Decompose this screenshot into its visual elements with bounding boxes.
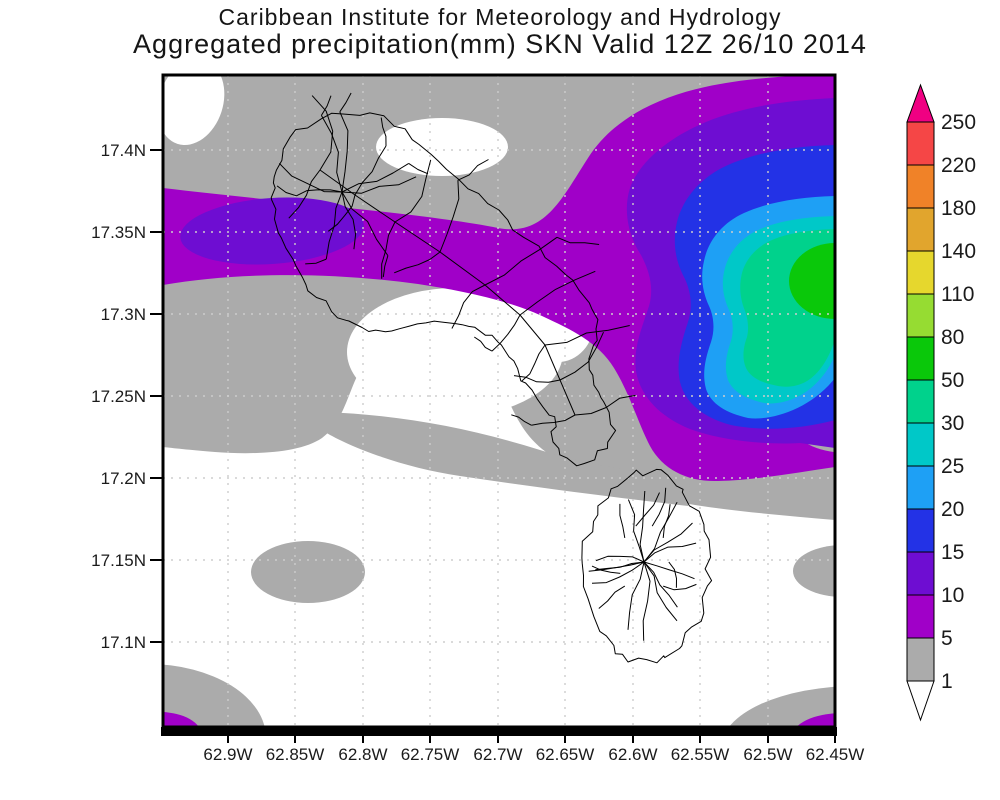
island-outlines: [270, 92, 713, 664]
x-tick-label: 62.7W: [473, 745, 522, 764]
x-tick-label: 62.75W: [401, 745, 460, 764]
x-tick-label: 62.9W: [203, 745, 252, 764]
colorbar-label: 1: [941, 670, 953, 693]
contour-50mm-core: [789, 243, 835, 319]
colorbar-label: 250: [941, 111, 976, 134]
magenta-corner-southeast: [796, 713, 835, 727]
x-tick-label: 62.85W: [266, 745, 325, 764]
colorbar-label: 180: [941, 197, 976, 220]
page-title: Caribbean Institute for Meteorology and …: [218, 4, 782, 30]
contour-10mm-west: [180, 197, 364, 265]
colorbar-label: 80: [941, 326, 964, 349]
contour-fill-layer: [163, 75, 835, 727]
colorbar-label: 110: [941, 283, 974, 306]
y-tick-label: 17.4N: [101, 141, 146, 160]
colorbar-label: 25: [941, 455, 964, 478]
colorbar-label: 10: [941, 584, 964, 607]
colorbar-label: 15: [941, 541, 964, 564]
y-axis: 17.4N 17.35N 17.3N 17.25N 17.2N 17.15N 17.1N: [91, 141, 163, 652]
x-axis: 62.9W 62.85W 62.8W 62.75W 62.7W 62.65W 62.6W 62…: [203, 736, 864, 764]
x-tick-label: 62.65W: [536, 745, 595, 764]
y-tick-label: 17.2N: [101, 469, 146, 488]
gray-corner-southwest: [163, 664, 265, 727]
y-tick-label: 17.15N: [91, 551, 146, 570]
map-frame-bottom-bar: [161, 727, 837, 736]
page-subtitle: Aggregated precipitation(mm) SKN Valid 1…: [133, 29, 867, 59]
x-tick-label: 62.45W: [806, 745, 865, 764]
x-tick-label: 62.8W: [338, 745, 387, 764]
grid-lines: [163, 75, 835, 727]
colorbar-label: 5: [941, 627, 953, 650]
colorbar-above-arrow: [906, 83, 935, 123]
colorbar-label: 220: [941, 154, 976, 177]
y-tick-label: 17.3N: [101, 305, 146, 324]
colorbar-below-arrow: [906, 680, 935, 722]
colorbar-label: 30: [941, 412, 964, 435]
y-tick-label: 17.25N: [91, 387, 146, 406]
y-tick-label: 17.1N: [101, 633, 146, 652]
x-tick-label: 62.6W: [608, 745, 657, 764]
colorbar-label: 50: [941, 369, 964, 392]
x-tick-label: 62.5W: [743, 745, 792, 764]
y-tick-label: 17.35N: [91, 223, 146, 242]
colorbar-label: 20: [941, 498, 964, 521]
white-cutout-top: [376, 118, 508, 176]
gray-lobe-east: [793, 545, 835, 597]
x-tick-label: 62.55W: [671, 745, 730, 764]
gray-band-middle: [325, 412, 690, 506]
gray-corner-southeast: [729, 686, 835, 727]
white-cutout-middle: [347, 288, 563, 416]
colorbar-label: 140: [941, 240, 976, 263]
magenta-corner-southwest: [163, 712, 199, 727]
white-cutout-topleft: [163, 75, 225, 145]
gray-blob-southwest: [251, 541, 365, 603]
